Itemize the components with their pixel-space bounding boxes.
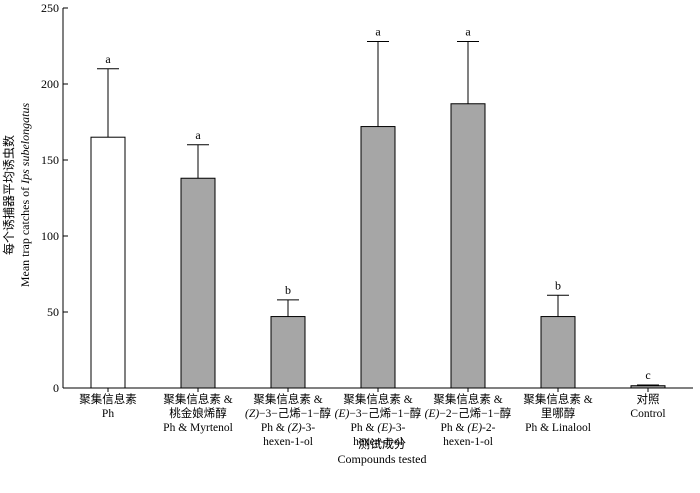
x-tick-label-text: 聚集信息素 & <box>343 392 412 406</box>
x-axis-title-en: Compounds tested <box>338 452 427 466</box>
significance-letter: a <box>105 52 111 66</box>
x-tick-label-line: Ph & Myrtenol <box>163 422 233 434</box>
x-tick-label-text: 聚集信息素 & <box>523 392 592 406</box>
x-tick-label-text: Ph <box>102 408 114 420</box>
x-tick-label-line: 对照 <box>637 392 660 406</box>
x-tick-label-line: 聚集信息素 <box>79 392 137 406</box>
significance-letter: a <box>195 128 201 142</box>
x-tick-label: 聚集信息素 & (E)−3−己烯−1−醇 Ph & (E)-3-hexen-1-ol <box>335 392 422 448</box>
x-tick-label-text: (Z) <box>245 408 259 420</box>
x-tick-label-line: 聚集信息素 & <box>343 392 412 406</box>
bar <box>270 316 306 389</box>
x-tick-label-text: hexen-1-ol <box>263 436 313 448</box>
x-tick-label-line: Ph & (Z)-3- <box>261 422 315 434</box>
y-tick-label: 250 <box>41 1 59 15</box>
bar <box>180 177 216 389</box>
x-tick-label-text: 桃金娘烯醇 <box>169 406 227 420</box>
x-tick-label-text: 聚集信息素 & <box>253 392 322 406</box>
x-tick-label-text: (E) <box>467 422 482 434</box>
x-tick-label-text: (E) <box>425 408 440 420</box>
x-tick-label-text: hexen-1-ol <box>443 436 493 448</box>
x-tick-label-text: -3- <box>392 422 406 434</box>
x-tick-label-text: (E) <box>335 408 350 420</box>
x-tick-label: 对照 Control <box>630 392 665 420</box>
x-tick-label: 聚集信息素 Ph <box>79 392 137 420</box>
x-tick-label-text: −3−己烯−1−醇 <box>349 406 421 420</box>
x-tick-label-text: 里哪醇 <box>541 406 576 420</box>
x-axis-title-cn: 测试成分 <box>358 436 406 451</box>
x-tick-label-line: 聚集信息素 & <box>163 392 232 406</box>
x-tick-label-text: (Z) <box>288 422 302 434</box>
x-tick-label-text: (E) <box>377 422 392 434</box>
x-tick-label: 聚集信息素 & (Z)−3−己烯−1−醇 Ph & (Z)-3-hexen-1-ol <box>245 392 332 448</box>
x-tick-label-line: 聚集信息素 & <box>523 392 592 406</box>
y-tick-label: 100 <box>41 229 59 243</box>
x-tick-label-line: (Z)−3−己烯−1−醇 <box>245 406 332 420</box>
x-tick-label-text: 聚集信息素 & <box>433 392 502 406</box>
x-tick-label-line: Ph <box>102 408 114 420</box>
x-tick-label-line: Ph & (E)-3- <box>351 422 406 434</box>
y-tick-label: 200 <box>41 77 59 91</box>
y-tick-label: 150 <box>41 153 59 167</box>
x-tick-label-line: 聚集信息素 & <box>433 392 502 406</box>
x-tick-label-line: 里哪醇 <box>541 406 576 420</box>
bar <box>450 103 486 389</box>
y-axis-title: 每个诱捕器平均诱虫数 Mean trap catches of Ips sube… <box>1 103 32 288</box>
x-tick-label-line: hexen-1-ol <box>443 436 493 448</box>
x-tick-label-text: -2- <box>482 422 496 434</box>
significance-letter: a <box>465 24 471 38</box>
x-tick-label-line: hexen-1-ol <box>263 436 313 448</box>
x-tick-label-line: 桃金娘烯醇 <box>169 406 227 420</box>
x-tick-label-line: (E)−2−己烯−1−醇 <box>425 406 512 420</box>
x-tick-label-text: 对照 <box>637 392 660 406</box>
x-tick-label-text: Control <box>630 408 665 420</box>
y-axis-title-en: Mean trap catches of Ips subelongatus <box>18 103 32 288</box>
x-tick-label-text: Ph & <box>351 422 378 434</box>
x-tick-label: 聚集信息素 &里哪醇 Ph & Linalool <box>523 392 592 434</box>
x-tick-label-line: (E)−3−己烯−1−醇 <box>335 406 422 420</box>
x-tick-label-text: Ph & Linalool <box>525 422 591 434</box>
y-axis-title-cn: 每个诱捕器平均诱虫数 <box>1 135 16 255</box>
x-tick-label-text: Ph & Myrtenol <box>163 422 233 434</box>
y-axis-title-en-prefix: Mean trap catches of <box>18 184 32 287</box>
x-tick-label-line: 聚集信息素 & <box>253 392 322 406</box>
x-tick-label: 聚集信息素 &桃金娘烯醇 Ph & Myrtenol <box>163 392 233 434</box>
x-tick-label: 聚集信息素 & (E)−2−己烯−1−醇 Ph & (E)-2-hexen-1-ol <box>425 392 512 448</box>
significance-letter: b <box>555 278 561 292</box>
plot-area: a a b a a b c <box>90 24 666 389</box>
bar <box>90 136 126 389</box>
x-tick-label-text: −3−己烯−1−醇 <box>259 406 331 420</box>
x-tick-label-text: -3- <box>302 422 316 434</box>
significance-letter: b <box>285 283 291 297</box>
x-tick-label-line: Ph & Linalool <box>525 422 591 434</box>
x-tick-label-line: hexen-1-ol <box>353 436 403 448</box>
significance-letter: a <box>375 24 381 38</box>
significance-letter: c <box>645 368 650 382</box>
x-tick-label-text: hexen-1-ol <box>353 436 403 448</box>
bar <box>540 316 576 389</box>
y-axis-title-species: Ips subelongatus <box>18 103 32 185</box>
x-tick-label-line: Control <box>630 408 665 420</box>
y-tick-label: 0 <box>53 381 59 395</box>
x-tick-label-line: Ph & (E)-2- <box>441 422 496 434</box>
x-tick-label-text: 聚集信息素 & <box>163 392 232 406</box>
y-axis: 0 50 100 150 200 250 <box>41 1 68 395</box>
bar <box>360 126 396 389</box>
x-tick-label-text: 聚集信息素 <box>79 392 137 406</box>
x-tick-label-text: Ph & <box>261 422 288 434</box>
y-tick-label: 50 <box>47 305 59 319</box>
x-tick-label-text: Ph & <box>441 422 468 434</box>
x-tick-label-text: −2−己烯−1−醇 <box>439 406 511 420</box>
